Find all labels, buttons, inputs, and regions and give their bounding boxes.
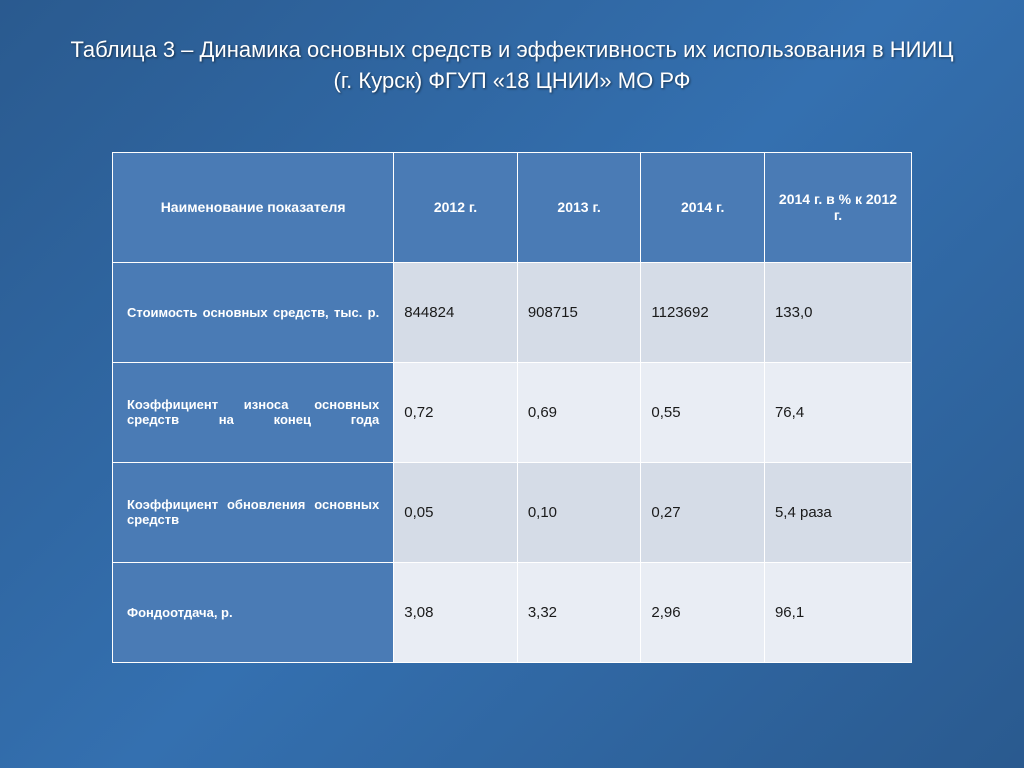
cell-value: 0,55 (641, 362, 765, 462)
row-label: Коэффициент износа основных средств на к… (113, 362, 394, 462)
cell-value: 908715 (517, 262, 641, 362)
cell-value: 0,69 (517, 362, 641, 462)
table-row: Стоимость основных средств, тыс. р. 8448… (113, 262, 912, 362)
cell-value: 2,96 (641, 562, 765, 662)
cell-value: 1123692 (641, 262, 765, 362)
slide-title: Таблица 3 – Динамика основных средств и … (0, 0, 1024, 97)
cell-value: 133,0 (764, 262, 911, 362)
cell-value: 0,05 (394, 462, 518, 562)
cell-value: 0,27 (641, 462, 765, 562)
table-row: Коэффициент износа основных средств на к… (113, 362, 912, 462)
row-label: Фондоотдача, р. (113, 562, 394, 662)
row-label: Коэффициент обновления основных средств (113, 462, 394, 562)
table-row: Фондоотдача, р. 3,08 3,32 2,96 96,1 (113, 562, 912, 662)
row-label: Стоимость основных средств, тыс. р. (113, 262, 394, 362)
table-row: Коэффициент обновления основных средств … (113, 462, 912, 562)
data-table: Наименование показателя 2012 г. 2013 г. … (112, 152, 912, 663)
cell-value: 76,4 (764, 362, 911, 462)
col-header-name: Наименование показателя (113, 152, 394, 262)
table-header-row: Наименование показателя 2012 г. 2013 г. … (113, 152, 912, 262)
cell-value: 844824 (394, 262, 518, 362)
cell-value: 0,10 (517, 462, 641, 562)
cell-value: 0,72 (394, 362, 518, 462)
col-header-2013: 2013 г. (517, 152, 641, 262)
cell-value: 5,4 раза (764, 462, 911, 562)
col-header-2014: 2014 г. (641, 152, 765, 262)
cell-value: 3,08 (394, 562, 518, 662)
cell-value: 96,1 (764, 562, 911, 662)
col-header-2012: 2012 г. (394, 152, 518, 262)
cell-value: 3,32 (517, 562, 641, 662)
data-table-container: Наименование показателя 2012 г. 2013 г. … (112, 152, 912, 663)
col-header-pct: 2014 г. в % к 2012 г. (764, 152, 911, 262)
